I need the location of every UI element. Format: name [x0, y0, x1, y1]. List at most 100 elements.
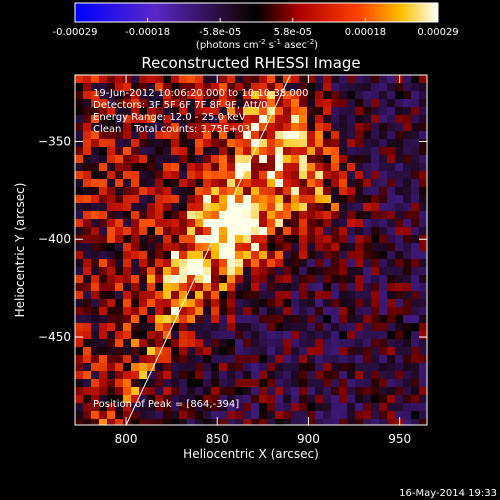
heatmap-cell — [315, 179, 324, 188]
heatmap-cell — [411, 99, 420, 108]
heatmap-cell — [163, 155, 172, 164]
heatmap-cell — [219, 75, 228, 84]
heatmap-cell — [387, 371, 396, 380]
heatmap-cell — [299, 411, 308, 420]
heatmap-cell — [243, 331, 252, 340]
heatmap-cell — [387, 323, 396, 332]
heatmap-cell — [339, 419, 348, 425]
heatmap-cell — [123, 75, 132, 84]
heatmap-cell — [115, 195, 124, 204]
heatmap-cell — [227, 291, 236, 300]
heatmap-cell — [99, 211, 108, 220]
heatmap-cell — [83, 195, 92, 204]
heatmap-cell — [179, 243, 188, 252]
heatmap-cell — [163, 99, 172, 108]
heatmap-cell — [347, 203, 356, 212]
heatmap-cell — [387, 179, 396, 188]
heatmap-cell — [203, 379, 212, 388]
heatmap-cell — [115, 91, 124, 100]
heatmap-cell — [403, 99, 412, 108]
heatmap-cell — [123, 195, 132, 204]
heatmap-cell — [379, 379, 388, 388]
heatmap-cell — [411, 323, 420, 332]
heatmap-cell — [227, 203, 236, 212]
heatmap-cell — [123, 155, 132, 164]
heatmap-cell — [211, 267, 220, 276]
heatmap-cell — [251, 363, 260, 372]
heatmap-cell — [283, 155, 292, 164]
heatmap-cell — [107, 243, 116, 252]
heatmap-cell — [307, 147, 316, 156]
heatmap-cell — [363, 395, 372, 404]
heatmap-cell — [195, 411, 204, 420]
heatmap-cell — [419, 99, 427, 108]
heatmap-cell — [379, 307, 388, 316]
heatmap-cell — [371, 219, 380, 228]
heatmap-cell — [147, 203, 156, 212]
heatmap-cell — [115, 107, 124, 116]
heatmap-cell — [355, 379, 364, 388]
heatmap-cell — [355, 195, 364, 204]
heatmap-cell — [283, 355, 292, 364]
heatmap-cell — [275, 267, 284, 276]
heatmap-cell — [187, 331, 196, 340]
heatmap-cell — [83, 99, 92, 108]
heatmap-cell — [395, 323, 404, 332]
heatmap-cell — [147, 147, 156, 156]
heatmap-cell — [179, 163, 188, 172]
heatmap-cell — [83, 123, 92, 132]
heatmap-cell — [83, 83, 92, 92]
heatmap-cell — [363, 307, 372, 316]
heatmap-cell — [163, 403, 172, 412]
heatmap-cell — [243, 115, 252, 124]
heatmap-cell — [187, 371, 196, 380]
heatmap-cell — [347, 403, 356, 412]
heatmap-cell — [323, 163, 332, 172]
heatmap-cell — [307, 131, 316, 140]
heatmap-cell — [331, 419, 340, 425]
heatmap-cell — [99, 323, 108, 332]
heatmap-cell — [139, 107, 148, 116]
heatmap-cell — [195, 75, 204, 84]
heatmap-cell — [99, 115, 108, 124]
heatmap-cell — [299, 323, 308, 332]
heatmap-cell — [331, 251, 340, 260]
heatmap-cell — [323, 315, 332, 324]
heatmap-cell — [395, 99, 404, 108]
heatmap-cell — [339, 131, 348, 140]
heatmap-cell — [419, 163, 427, 172]
heatmap-cell — [179, 363, 188, 372]
heatmap-cell — [211, 179, 220, 188]
heatmap-cell — [347, 107, 356, 116]
heatmap-cell — [299, 139, 308, 148]
heatmap-cell — [227, 139, 236, 148]
heatmap-cell — [131, 371, 140, 380]
heatmap-cell — [411, 163, 420, 172]
heatmap-cell — [83, 283, 92, 292]
heatmap-cell — [131, 147, 140, 156]
heatmap-cell — [315, 123, 324, 132]
heatmap-cell — [251, 115, 260, 124]
heatmap-cell — [155, 283, 164, 292]
heatmap-cell — [187, 267, 196, 276]
heatmap-cell — [155, 371, 164, 380]
heatmap-cell — [147, 339, 156, 348]
heatmap-cell — [179, 347, 188, 356]
heatmap-cell — [147, 131, 156, 140]
heatmap-cell — [371, 203, 380, 212]
heatmap-cell — [243, 171, 252, 180]
heatmap-cell — [107, 251, 116, 260]
heatmap-cell — [371, 243, 380, 252]
heatmap-cell — [387, 363, 396, 372]
heatmap-cell — [403, 195, 412, 204]
heatmap-cell — [387, 195, 396, 204]
heatmap-cell — [387, 227, 396, 236]
heatmap-cell — [275, 227, 284, 236]
heatmap-cell — [227, 195, 236, 204]
heatmap-cell — [75, 371, 84, 380]
heatmap-cell — [131, 83, 140, 92]
heatmap-cell — [267, 251, 276, 260]
heatmap-cell — [227, 75, 236, 84]
heatmap-cell — [299, 203, 308, 212]
heatmap-cell — [379, 187, 388, 196]
